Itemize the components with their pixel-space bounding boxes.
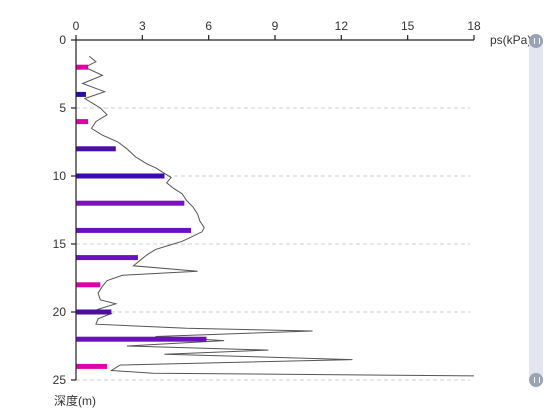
y-tick-label-0: 0 bbox=[59, 33, 66, 47]
y-axis-title: 深度(m) bbox=[54, 393, 96, 408]
bar-2 bbox=[76, 119, 89, 125]
x-tick-label-1: 3 bbox=[139, 19, 146, 33]
bar-8 bbox=[76, 282, 101, 288]
bar-6 bbox=[76, 227, 191, 233]
y-tick-label-2: 10 bbox=[53, 169, 67, 183]
y-tick-label-1: 5 bbox=[59, 101, 66, 115]
x-tick-label-2: 6 bbox=[205, 19, 212, 33]
zoom-slider-bottom-handle[interactable] bbox=[529, 373, 543, 387]
y-tick-label-4: 20 bbox=[53, 305, 67, 319]
x-tick-label-4: 12 bbox=[335, 19, 349, 33]
x-axis-title: ps(kPa) bbox=[490, 33, 531, 47]
axis-layer: 0 3 6 9 12 15 18 0 5 10 15 20 25 bbox=[53, 19, 481, 387]
bar-4 bbox=[76, 173, 165, 179]
bar-layer bbox=[76, 64, 207, 369]
x-tick-label-6: 18 bbox=[467, 19, 481, 33]
bar-9 bbox=[76, 309, 112, 315]
bar-7 bbox=[76, 255, 138, 261]
profile-line bbox=[81, 55, 475, 377]
bar-10 bbox=[76, 336, 207, 342]
bar-5 bbox=[76, 200, 185, 206]
x-tick-label-0: 0 bbox=[73, 19, 80, 33]
bar-11 bbox=[76, 363, 107, 369]
bar-3 bbox=[76, 146, 116, 152]
x-tick-label-3: 9 bbox=[272, 19, 279, 33]
y-tick-label-3: 15 bbox=[53, 237, 67, 251]
bar-1 bbox=[76, 91, 86, 97]
x-tick-label-5: 15 bbox=[401, 19, 415, 33]
bar-0 bbox=[76, 64, 89, 70]
zoom-slider-track[interactable] bbox=[529, 39, 543, 381]
line-layer bbox=[81, 55, 475, 377]
y-tick-label-5: 25 bbox=[53, 373, 67, 387]
zoom-slider-top-handle[interactable] bbox=[529, 34, 543, 48]
